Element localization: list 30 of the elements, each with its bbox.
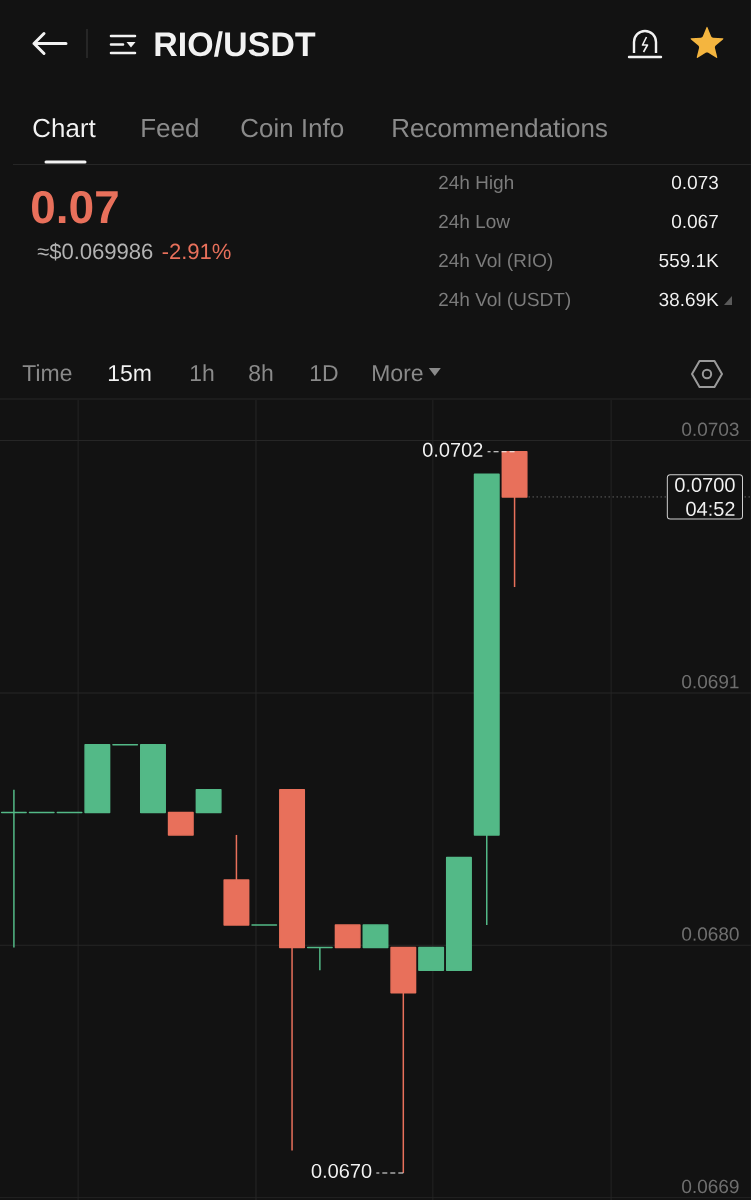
text: Chart <box>33 118 96 138</box>
text: 24h Vol (USDT) <box>439 292 571 310</box>
y-tick-label: 0.0691 <box>682 674 739 689</box>
text: 0.073 <box>671 175 718 190</box>
text: 8h <box>249 364 273 382</box>
annotation: 0.0670 <box>311 1163 372 1179</box>
text: Recommendations <box>393 118 607 138</box>
text: Time <box>22 364 72 382</box>
text: 1h <box>190 364 214 381</box>
annotation: 04:52 <box>686 501 735 516</box>
text: Coin Info <box>241 118 344 138</box>
text: 559.1K <box>659 253 719 268</box>
y-tick-label: 0.0669 <box>682 1179 739 1194</box>
text: 15m <box>108 365 151 382</box>
text: 24h High <box>439 175 513 193</box>
ref-line-label: 0.0700 <box>675 477 735 492</box>
text: 38.69K <box>659 292 719 307</box>
text: 24h Low <box>439 214 511 229</box>
text: 24h Vol (RIO) <box>439 253 553 271</box>
text: More <box>373 365 423 382</box>
chart-title: RIO/USDT <box>155 31 316 57</box>
y-tick-label: 0.0703 <box>682 422 739 437</box>
text: -2.91% <box>162 243 231 260</box>
text: 0.067 <box>671 214 718 229</box>
text: 0.07 <box>32 190 118 224</box>
text: Feed <box>142 118 198 138</box>
y-tick-label: 0.0680 <box>682 927 739 941</box>
text: ≈$0.069986 <box>37 242 153 261</box>
text: 1D <box>310 365 338 381</box>
annotation: 0.0702 <box>422 442 483 457</box>
